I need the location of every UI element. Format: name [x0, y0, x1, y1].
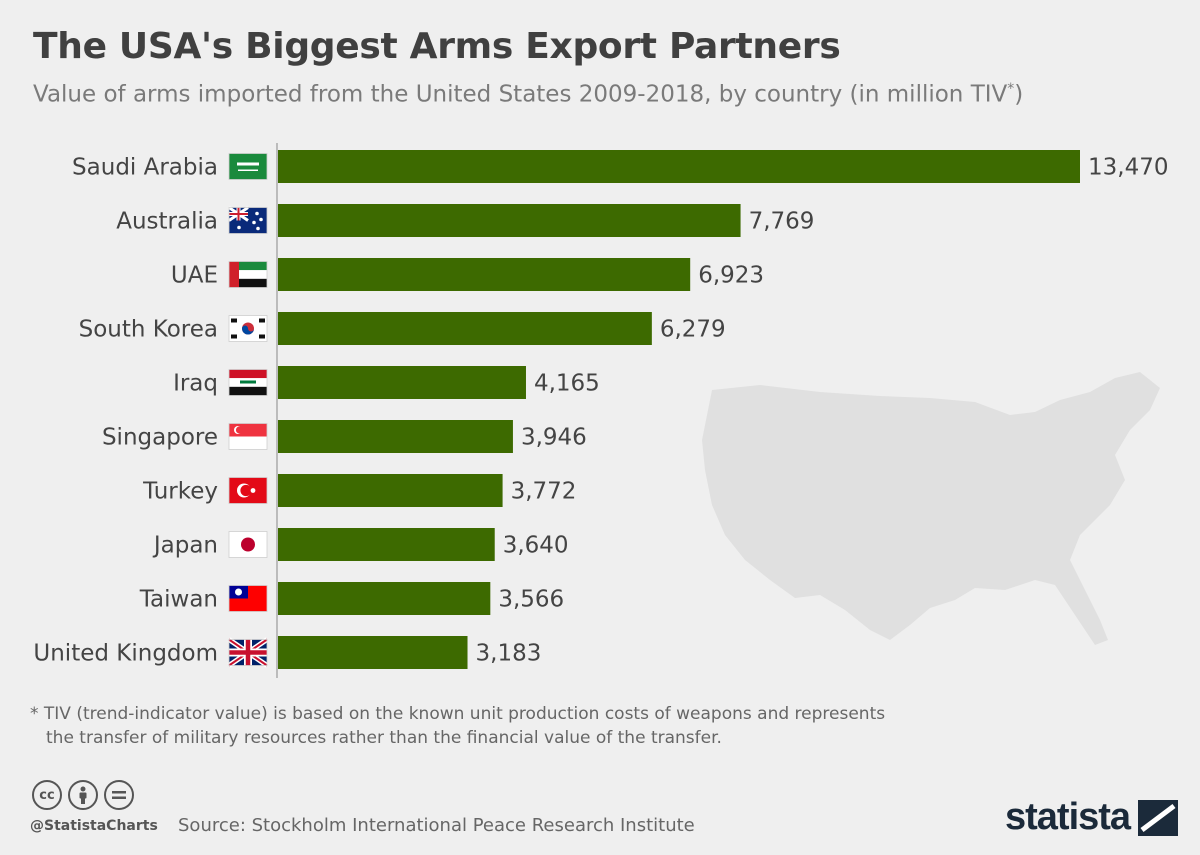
bar-saudi-arabia[interactable]: [278, 150, 1080, 183]
australia-flag-icon: [228, 206, 268, 234]
statista-logo[interactable]: statista: [1005, 796, 1179, 839]
value-label: 3,183: [476, 641, 542, 667]
japan-flag-icon: [228, 531, 268, 558]
category-label: Iraq: [173, 371, 218, 397]
category-label: Turkey: [142, 479, 218, 505]
category-label: South Korea: [79, 317, 218, 343]
category-label: United Kingdom: [33, 641, 218, 667]
value-label: 3,640: [503, 533, 569, 559]
brand-name: statista: [1005, 796, 1131, 838]
footnote: * TIV (trend-indicator value) is based o…: [30, 702, 990, 750]
category-label: Taiwan: [139, 587, 218, 613]
value-label: 7,769: [749, 209, 815, 235]
bar-united-kingdom[interactable]: [278, 636, 468, 669]
taiwan-flag-icon: [228, 585, 268, 612]
value-label: 6,279: [660, 317, 726, 343]
chart-subtitle: Value of arms imported from the United S…: [33, 81, 1024, 108]
bar-uae[interactable]: [278, 258, 691, 291]
uk-flag-icon: [227, 637, 269, 668]
chart-title: The USA's Biggest Arms Export Partners: [33, 26, 841, 67]
bar-japan[interactable]: [278, 528, 495, 561]
footnote-line-1: * TIV (trend-indicator value) is based o…: [30, 704, 886, 724]
statista-logo-icon: [1138, 799, 1179, 836]
iraq-flag-icon: [228, 369, 268, 396]
no-derivatives-icon[interactable]: [104, 780, 134, 810]
bar-taiwan[interactable]: [278, 582, 491, 615]
value-label: 4,165: [534, 371, 600, 397]
uae-flag-icon: [228, 261, 268, 288]
bar-chart: 13,470 Saudi Arabia 7,769 Australia 6,923 UAE…: [33, 143, 1168, 678]
bar-australia[interactable]: [278, 204, 741, 237]
value-label: 3,946: [521, 425, 587, 451]
source-text: Source: Stockholm International Peace Re…: [178, 815, 695, 836]
value-label: 13,470: [1088, 155, 1168, 181]
license-icons: cc: [32, 780, 134, 810]
attribution-icon[interactable]: [68, 780, 98, 810]
creative-commons-icon[interactable]: cc: [32, 780, 62, 810]
category-label: Saudi Arabia: [72, 155, 218, 181]
value-label: 6,923: [698, 263, 764, 289]
category-label: UAE: [171, 263, 218, 289]
south-korea-flag-icon: [228, 315, 268, 342]
saudi-arabia-flag-icon: [228, 153, 268, 180]
bar-turkey[interactable]: [278, 474, 503, 507]
bar-iraq[interactable]: [278, 366, 526, 399]
value-label: 3,772: [511, 479, 577, 505]
bar-singapore[interactable]: [278, 420, 513, 453]
singapore-flag-icon: [228, 423, 268, 450]
social-handle[interactable]: @StatistaCharts: [30, 818, 158, 834]
turkey-flag-icon: [228, 477, 268, 504]
category-label: Australia: [116, 209, 218, 235]
category-label: Singapore: [102, 425, 218, 451]
category-label: Japan: [152, 533, 218, 559]
bar-south-korea[interactable]: [278, 312, 652, 345]
footnote-line-2: the transfer of military resources rathe…: [46, 728, 722, 748]
value-label: 3,566: [498, 587, 564, 613]
